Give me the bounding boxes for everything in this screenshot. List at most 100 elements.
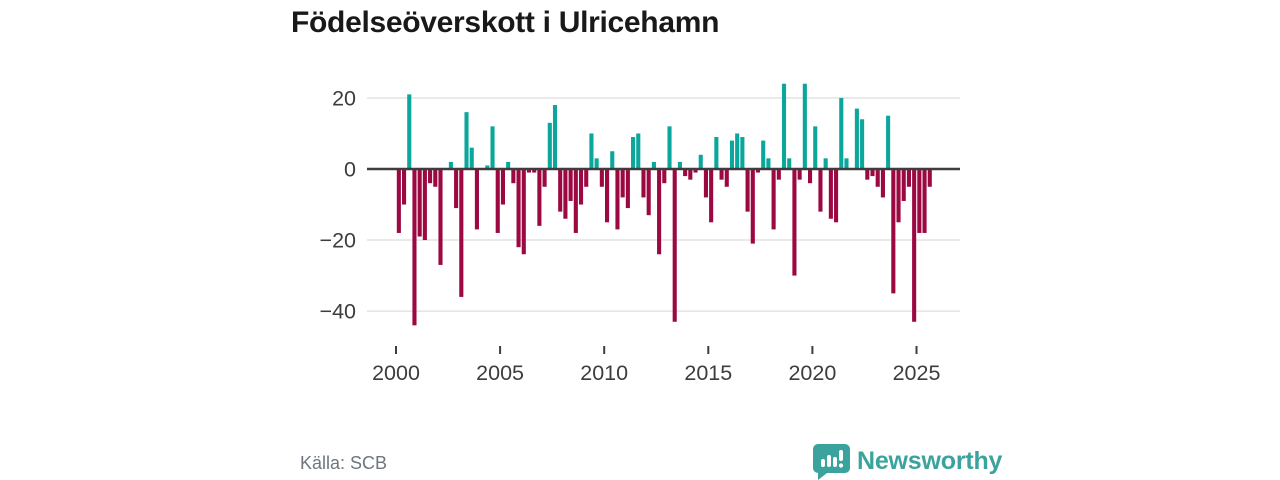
bar-2014-Q3 bbox=[698, 154, 703, 169]
mini-bar-chart-glyph bbox=[821, 450, 844, 468]
y-axis-label: 20 bbox=[332, 86, 356, 110]
bar-2024-Q4 bbox=[912, 169, 917, 322]
bar-2009-Q4 bbox=[599, 169, 604, 187]
bar-2025-Q1 bbox=[917, 169, 922, 233]
bar-2006-Q3 bbox=[532, 169, 537, 173]
bar-2004-Q3 bbox=[490, 126, 495, 169]
bar-2019-Q3 bbox=[802, 83, 807, 169]
bar-2021-Q1 bbox=[834, 169, 839, 223]
bar-2019-Q4 bbox=[808, 169, 813, 184]
bar-2005-Q2 bbox=[506, 161, 511, 169]
bar-2019-Q1 bbox=[792, 169, 797, 276]
speech-bubble-shape bbox=[813, 444, 850, 480]
bar-2012-Q3 bbox=[657, 169, 662, 255]
bar-2015-Q1 bbox=[709, 169, 714, 223]
bar-2003-Q1 bbox=[459, 169, 464, 297]
bar-2017-Q3 bbox=[761, 140, 766, 169]
bar-2008-Q3 bbox=[573, 169, 578, 233]
bar-2010-Q3 bbox=[615, 169, 620, 230]
bar-2001-Q2 bbox=[422, 169, 427, 241]
bar-2001-Q1 bbox=[417, 169, 422, 237]
bar-2000-Q4 bbox=[412, 169, 417, 326]
bar-2005-Q4 bbox=[516, 169, 521, 248]
bar-2018-Q4 bbox=[787, 158, 792, 169]
bar-2011-Q1 bbox=[625, 169, 630, 209]
bar-2020-Q1 bbox=[813, 126, 818, 169]
x-axis-label: 2000 bbox=[372, 361, 420, 385]
bar-2024-Q2 bbox=[901, 169, 906, 201]
bar-2015-Q4 bbox=[724, 169, 729, 187]
source-label: Källa: SCB bbox=[300, 453, 388, 473]
newsworthy-bubble-icon bbox=[813, 444, 850, 480]
bar-2002-Q3 bbox=[448, 161, 453, 169]
bar-2023-Q3 bbox=[886, 115, 891, 169]
x-axis-label: 2015 bbox=[684, 361, 732, 385]
bar-2004-Q2 bbox=[485, 165, 490, 169]
y-axis-label: −20 bbox=[320, 229, 357, 253]
bar-2015-Q3 bbox=[719, 169, 724, 180]
bar-2000-Q1 bbox=[396, 169, 401, 233]
bar-2016-Q3 bbox=[740, 137, 745, 169]
bar-2003-Q4 bbox=[474, 169, 479, 230]
bar-2004-Q4 bbox=[495, 169, 500, 233]
y-axis-label: −40 bbox=[320, 300, 357, 324]
bar-2011-Q3 bbox=[636, 133, 641, 169]
bar-2013-Q4 bbox=[683, 169, 688, 177]
bar-2015-Q2 bbox=[714, 137, 719, 169]
bar-2011-Q2 bbox=[631, 137, 636, 169]
bar-2017-Q2 bbox=[755, 169, 761, 173]
bar-2013-Q2 bbox=[672, 169, 677, 322]
bar-2012-Q4 bbox=[662, 169, 667, 184]
newsworthy-logo-text: Newsworthy bbox=[857, 446, 1003, 475]
bar-2011-Q4 bbox=[641, 169, 646, 198]
x-axis-label: 2025 bbox=[893, 361, 941, 385]
bar-2010-Q2 bbox=[610, 151, 615, 170]
bar-2020-Q3 bbox=[823, 158, 828, 169]
bar-2020-Q4 bbox=[828, 169, 833, 219]
bar-2008-Q4 bbox=[578, 169, 584, 205]
bar-2025-Q3 bbox=[927, 169, 932, 187]
bar-2002-Q1 bbox=[438, 169, 443, 265]
bar-2010-Q4 bbox=[620, 169, 625, 198]
bar-2013-Q1 bbox=[667, 126, 672, 169]
bar-2017-Q1 bbox=[750, 169, 755, 244]
bar-2024-Q3 bbox=[906, 169, 911, 187]
bar-2014-Q2 bbox=[693, 169, 698, 173]
bar-2007-Q4 bbox=[558, 169, 563, 212]
bar-2013-Q3 bbox=[677, 161, 682, 169]
bar-2022-Q4 bbox=[870, 169, 875, 177]
bar-2022-Q2 bbox=[860, 119, 865, 169]
bar-2005-Q3 bbox=[511, 169, 516, 184]
bar-2014-Q1 bbox=[688, 169, 693, 180]
bar-2024-Q1 bbox=[896, 169, 901, 223]
bar-2023-Q4 bbox=[891, 169, 896, 294]
bar-2017-Q4 bbox=[766, 158, 771, 169]
bar-2001-Q3 bbox=[428, 169, 433, 184]
bar-2009-Q2 bbox=[589, 133, 594, 169]
x-axis-label: 2005 bbox=[476, 361, 524, 385]
bar-2021-Q2 bbox=[839, 97, 844, 169]
bar-2009-Q3 bbox=[594, 158, 599, 169]
bar-2018-Q2 bbox=[776, 169, 781, 180]
bar-2003-Q3 bbox=[469, 147, 474, 169]
bar-2000-Q3 bbox=[407, 94, 412, 169]
bar-2016-Q2 bbox=[735, 133, 740, 169]
bar-2018-Q1 bbox=[771, 169, 776, 230]
bar-2006-Q1 bbox=[521, 169, 526, 255]
bar-2016-Q4 bbox=[745, 169, 750, 212]
bar-2007-Q3 bbox=[552, 105, 558, 169]
bar-2012-Q2 bbox=[651, 161, 656, 169]
bar-2022-Q3 bbox=[865, 169, 870, 180]
bar-2001-Q4 bbox=[433, 169, 438, 187]
bar-2006-Q2 bbox=[526, 169, 532, 173]
bar-2025-Q2 bbox=[922, 169, 927, 233]
bar-2007-Q2 bbox=[547, 122, 552, 169]
chart-title: Födelseöverskott i Ulricehamn bbox=[291, 6, 720, 39]
x-axis-label: 2010 bbox=[580, 361, 628, 385]
bar-2018-Q3 bbox=[781, 83, 787, 169]
bar-2023-Q1 bbox=[875, 169, 880, 187]
bar-2002-Q4 bbox=[454, 169, 459, 209]
bar-2021-Q3 bbox=[844, 158, 849, 169]
